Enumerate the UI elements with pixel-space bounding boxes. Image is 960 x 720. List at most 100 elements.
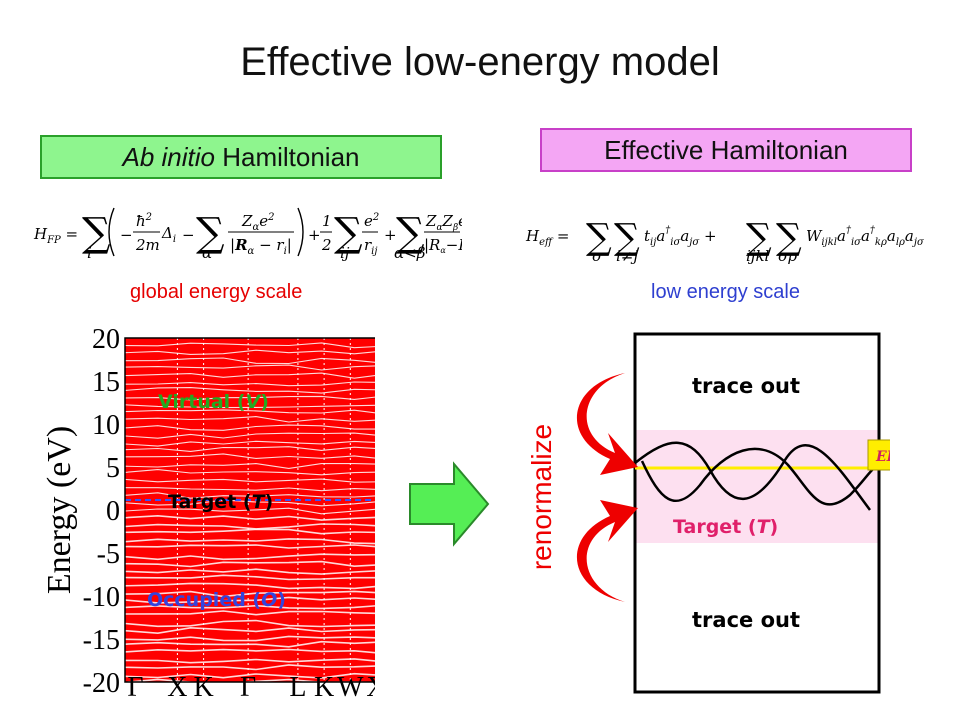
svg-text:2: 2 bbox=[321, 236, 332, 254]
y-tick-label: 0 bbox=[106, 496, 120, 527]
svg-text:∑: ∑ bbox=[82, 210, 111, 256]
renormalize-arrow-top bbox=[576, 373, 638, 475]
svg-text:ijkl: ijkl bbox=[746, 247, 770, 265]
y-tick-label: -10 bbox=[83, 582, 120, 613]
band-gap-line bbox=[124, 432, 375, 439]
band-gap-line bbox=[124, 446, 375, 452]
band-lines bbox=[124, 342, 375, 685]
y-tick-label: -15 bbox=[83, 625, 120, 656]
svg-text:−: − bbox=[120, 226, 133, 244]
svg-text:Wijkla†iσa†kρalρajσ: Wijkla†iσa†kρalρajσ bbox=[806, 225, 925, 248]
svg-text:ij: ij bbox=[340, 244, 350, 262]
x-tick-labels: ΓXKΓLKWX bbox=[127, 672, 375, 700]
band-gap-line bbox=[124, 528, 375, 535]
band-gap-line bbox=[124, 640, 375, 648]
band-gap-line bbox=[124, 463, 375, 469]
band-gap-line bbox=[124, 664, 375, 671]
svg-text:rij: rij bbox=[364, 236, 377, 257]
symmetry-point-lines bbox=[176, 338, 351, 682]
ab-initio-hamiltonian-box: Ab initio Hamiltonian bbox=[40, 135, 442, 179]
svg-text:e2: e2 bbox=[364, 212, 379, 230]
band-gap-line bbox=[124, 619, 375, 628]
svg-text:ħ2: ħ2 bbox=[136, 212, 152, 230]
band-gap-line bbox=[124, 372, 375, 379]
band-gap-line bbox=[124, 404, 375, 409]
band-gap-line bbox=[124, 553, 375, 561]
y-tick-label: 5 bbox=[106, 453, 120, 484]
band-gap-line bbox=[124, 544, 375, 549]
ef-label: EF bbox=[875, 449, 890, 465]
trace-out-top: trace out bbox=[692, 374, 800, 398]
band-gap-line bbox=[124, 574, 375, 581]
target-band-curve-2 bbox=[640, 447, 879, 506]
y-tick-label: 15 bbox=[92, 367, 120, 398]
band-gap-line bbox=[124, 582, 375, 590]
band-gap-line bbox=[124, 416, 375, 423]
x-tick-label: X bbox=[167, 672, 187, 700]
hamiltonian-label: Hamiltonian bbox=[214, 141, 360, 172]
band-gap-line bbox=[124, 590, 375, 598]
band-gap-line bbox=[124, 626, 375, 635]
y-tick-label: 20 bbox=[92, 324, 120, 355]
band-gap-line bbox=[124, 453, 375, 459]
svg-text:∑: ∑ bbox=[776, 217, 802, 258]
x-tick-label: Γ bbox=[127, 672, 143, 700]
target-region-label: Target (T) bbox=[168, 491, 273, 513]
band-gap-line bbox=[124, 658, 375, 664]
y-tick-label: 10 bbox=[92, 410, 120, 441]
svg-text:Zαe2: Zαe2 bbox=[241, 212, 274, 233]
band-gap-line bbox=[124, 349, 375, 355]
band-gap-line bbox=[124, 478, 375, 483]
band-gap-line bbox=[124, 499, 375, 507]
x-tick-label: X bbox=[366, 672, 375, 700]
target-band-curve-1 bbox=[634, 441, 872, 511]
band-gap-line bbox=[124, 604, 375, 610]
band-gap-line bbox=[124, 409, 375, 414]
svg-text:|Rα−Rβ|: |Rα−Rβ| bbox=[424, 236, 462, 255]
svg-text:∑: ∑ bbox=[196, 210, 225, 256]
band-gap-line bbox=[124, 357, 375, 365]
band-gap-line bbox=[124, 469, 375, 476]
band-gap-line bbox=[124, 648, 375, 654]
band-gap-line bbox=[124, 514, 375, 521]
ab-initio-italic: Ab initio bbox=[122, 141, 215, 172]
svg-text:+: + bbox=[384, 226, 397, 244]
effective-equation: Heff = ∑ σ ∑ i≠j tija†iσajσ + ∑ ijkl ∑ σ… bbox=[525, 217, 925, 265]
band-gap-line bbox=[125, 487, 375, 492]
energy-window-box bbox=[633, 332, 881, 694]
trace-out-bottom: trace out bbox=[692, 608, 800, 632]
band-gap-line bbox=[124, 440, 375, 447]
hfp-label: HFP = bbox=[33, 225, 78, 246]
band-gap-line bbox=[124, 560, 375, 568]
band-gap-line bbox=[124, 672, 375, 679]
low-energy-scale-label: low energy scale bbox=[651, 281, 800, 303]
heff-label: Heff = bbox=[525, 227, 569, 248]
svg-text:α<β: α<β bbox=[394, 244, 426, 262]
ab-initio-equation: HFP = ∑ i − ħ2 2m Δi − ∑ α Zαe2 |Rα − ri… bbox=[33, 207, 462, 262]
band-gap-line bbox=[124, 492, 375, 499]
x-tick-label: L bbox=[289, 672, 306, 700]
y-tick-label: -5 bbox=[97, 539, 120, 570]
band-gap-line bbox=[124, 424, 375, 431]
band-gap-line bbox=[124, 381, 375, 387]
svg-text:i: i bbox=[87, 244, 92, 262]
svg-text:∑: ∑ bbox=[746, 217, 772, 258]
renormalize-label: renormalize bbox=[526, 424, 557, 570]
svg-text:−: − bbox=[182, 226, 195, 244]
band-gap-line bbox=[124, 568, 375, 575]
renormalize-arrow-bottom bbox=[576, 500, 638, 602]
occupied-region-label: Occupied (O) bbox=[147, 589, 286, 611]
ef-box bbox=[867, 439, 890, 471]
slide-title: Effective low-energy model bbox=[240, 40, 720, 84]
x-tick-label: K bbox=[193, 672, 213, 700]
svg-text:∑: ∑ bbox=[614, 217, 640, 258]
band-gap-line bbox=[124, 635, 375, 642]
svg-text:+: + bbox=[308, 226, 321, 244]
svg-text:∑: ∑ bbox=[334, 210, 363, 256]
svg-text:tija†iσajσ +: tija†iσajσ + bbox=[644, 225, 717, 248]
y-tick-label: -20 bbox=[83, 668, 120, 699]
virtual-region-label: Virtual (V) bbox=[158, 391, 269, 413]
band-gap-line bbox=[124, 610, 375, 616]
svg-text:1: 1 bbox=[322, 212, 332, 230]
x-tick-label: K bbox=[314, 672, 334, 700]
